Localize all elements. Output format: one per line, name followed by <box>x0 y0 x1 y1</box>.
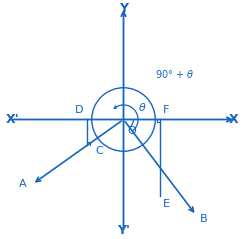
Text: D: D <box>75 105 84 115</box>
Text: C: C <box>96 146 103 156</box>
Text: $\theta$: $\theta$ <box>138 101 147 113</box>
Text: 90° + $\theta$: 90° + $\theta$ <box>155 69 195 81</box>
Text: E: E <box>163 199 170 209</box>
Text: X: X <box>229 113 239 126</box>
Text: Y: Y <box>119 2 128 16</box>
Text: O: O <box>127 126 136 136</box>
Text: A: A <box>19 179 26 189</box>
Text: X': X' <box>6 113 20 126</box>
Text: F: F <box>163 105 170 115</box>
Text: B: B <box>200 214 207 224</box>
Text: Y': Y' <box>117 223 130 237</box>
